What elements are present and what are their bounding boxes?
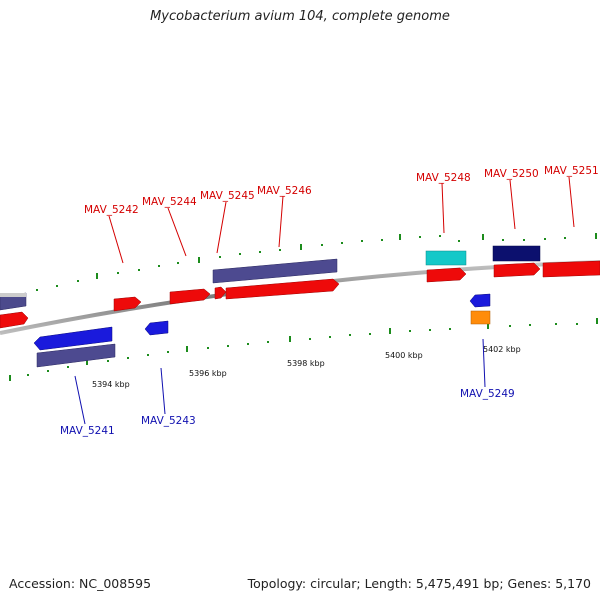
scale-label-5400: 5400 kbp — [385, 351, 423, 360]
inner-tick-track — [9, 318, 598, 381]
gene-navy-forward[interactable] — [492, 245, 541, 262]
gene-mav5243[interactable] — [144, 320, 169, 336]
gene-label-mav5242[interactable]: MAV_5242 — [84, 204, 139, 216]
gene-labels: MAV_5241 MAV_5242 MAV_5243 MAV_5244 MAV_… — [60, 165, 599, 437]
gene-label-mav5244[interactable]: MAV_5244 — [142, 196, 197, 208]
gene-mav5242[interactable] — [113, 296, 142, 312]
reverse-genes — [33, 293, 491, 368]
gene-left-edge-forward[interactable] — [0, 311, 29, 329]
gene-label-mav5246[interactable]: MAV_5246 — [257, 185, 312, 197]
gene-mav5241-slate[interactable] — [36, 343, 116, 368]
gene-label-mav5243[interactable]: MAV_5243 — [141, 415, 196, 427]
gene-mav5246[interactable] — [225, 278, 340, 300]
gene-mav5248[interactable] — [426, 267, 467, 283]
gene-mav5241[interactable] — [33, 326, 113, 351]
gene-label-mav5251[interactable]: MAV_5251 — [544, 165, 599, 177]
scale-label-5394: 5394 kbp — [92, 380, 130, 389]
gene-orange-reverse[interactable] — [470, 310, 491, 325]
gene-mav5250[interactable] — [493, 262, 541, 278]
gene-label-mav5250[interactable]: MAV_5250 — [484, 168, 539, 180]
gene-slate-forward[interactable] — [212, 258, 338, 284]
genome-summary-text: Topology: circular; Length: 5,475,491 bp… — [247, 576, 591, 591]
gene-mav5244[interactable] — [169, 288, 211, 305]
accession-text: Accession: NC_008595 — [9, 576, 152, 591]
gene-left-edge-light — [0, 293, 26, 297]
gene-label-mav5248[interactable]: MAV_5248 — [416, 172, 471, 184]
gene-mav5251[interactable] — [542, 260, 600, 278]
outer-tick-track — [14, 233, 597, 296]
gene-mav5245[interactable] — [214, 286, 227, 300]
gene-label-mav5241[interactable]: MAV_5241 — [60, 425, 115, 437]
scale-label-5398: 5398 kbp — [287, 359, 325, 368]
gene-label-mav5245[interactable]: MAV_5245 — [200, 190, 255, 202]
gene-label-mav5249[interactable]: MAV_5249 — [460, 388, 515, 400]
forward-leader-lines — [108, 176, 575, 264]
map-title: Mycobacterium avium 104, complete genome — [150, 9, 450, 24]
gene-cyan-forward[interactable] — [425, 250, 467, 266]
forward-genes — [0, 260, 600, 329]
reverse-leader-lines — [74, 338, 486, 425]
scale-label-5396: 5396 kbp — [189, 369, 227, 378]
gene-mav5249[interactable] — [469, 293, 491, 308]
scale-label-5402: 5402 kbp — [483, 345, 521, 354]
forward-genes-outer — [0, 245, 541, 311]
